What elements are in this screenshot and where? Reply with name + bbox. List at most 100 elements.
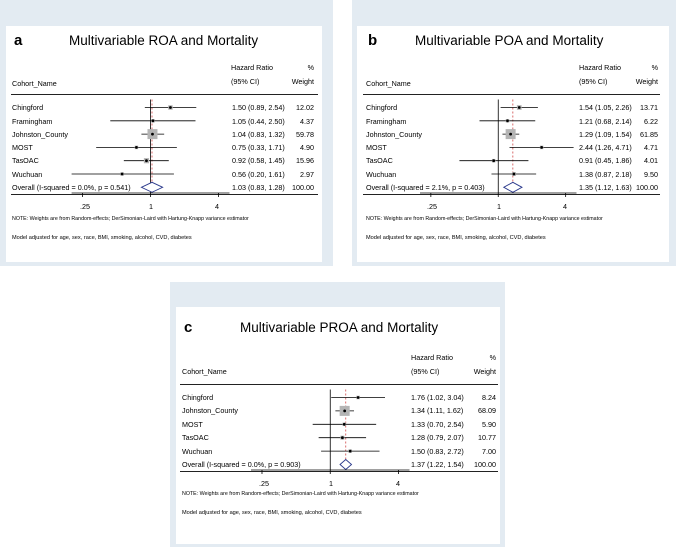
panel-b-header-weight: Weight <box>635 77 658 86</box>
panel-a-footer-rule <box>11 194 318 195</box>
panel-a-model-note: Model adjusted for age, sex, race, BMI, … <box>12 235 192 241</box>
panel-a-row-ci: 1.50 (0.89, 2.54) <box>232 103 285 112</box>
panel-b-overall-ci: 1.35 (1.12, 1.63) <box>579 183 632 192</box>
panel-a-row-ci: 1.05 (0.44, 2.50) <box>232 117 285 126</box>
panel-b-row-label: MOST <box>366 143 387 152</box>
panel-b-title: Multivariable POA and Mortality <box>415 33 604 48</box>
panel-c-row-label: TasOAC <box>182 433 209 442</box>
panel-a-card <box>6 26 322 262</box>
panel-a-header-hr: Hazard Ratio <box>231 63 273 72</box>
panel-a-overall-label: Overall (I-squared = 0.0%, p = 0.541) <box>12 183 131 192</box>
overall-diamond <box>140 181 164 193</box>
panel-b-row-ci: 1.38 (0.87, 2.18) <box>579 170 632 179</box>
panel-c-row-weight: 68.09 <box>478 406 496 415</box>
panel-a-header-weight: Weight <box>291 77 314 86</box>
point-estimate <box>509 132 513 136</box>
panel-a-overall-ci: 1.03 (0.83, 1.28) <box>232 183 285 192</box>
panel-c-row-ci: 1.33 (0.70, 2.54) <box>411 420 464 429</box>
panel-c-title: Multivariable PROA and Mortality <box>240 320 439 335</box>
panel-b-row-weight: 6.22 <box>644 117 658 126</box>
point-estimate <box>151 132 154 136</box>
point-estimate <box>151 119 155 123</box>
panel-b-model-note: Model adjusted for age, sex, race, BMI, … <box>366 235 546 241</box>
panel-a-tick-label: 1 <box>149 202 153 211</box>
panel-b: b Multivariable POA and Mortality Hazard… <box>352 0 676 266</box>
panel-c-overall-weight: 100.00 <box>474 460 496 469</box>
panel-a-tick-label: .25 <box>80 202 90 211</box>
point-estimate <box>348 449 352 453</box>
panel-a-row-label: Wuchuan <box>12 170 43 179</box>
panel-a-row-label: Framingham <box>12 117 53 126</box>
panel-c-tick-label: 1 <box>329 479 333 488</box>
panel-b-row-label: Framingham <box>366 117 407 126</box>
panel-a-forest-plot <box>71 99 230 197</box>
point-estimate <box>145 159 148 163</box>
panel-c-note: NOTE: Weights are from Random-effects; D… <box>182 491 419 497</box>
panel-a-row-label: Johnston_County <box>12 130 68 139</box>
panel-a: a Multivariable ROA and Mortality Hazard… <box>0 0 333 266</box>
panel-c-overall-ci: 1.37 (1.22, 1.54) <box>411 460 464 469</box>
panel-a-header-ci: (95% CI) <box>231 77 260 86</box>
panel-a-row-label: TasOAC <box>12 156 39 165</box>
panel-c-header-weight: Weight <box>473 367 496 376</box>
panel-b-header-study: Cohort_Name <box>366 79 411 88</box>
panel-b-row-weight: 61.85 <box>640 130 658 139</box>
panel-b-row-ci: 1.54 (1.05, 2.26) <box>579 103 632 112</box>
panel-b-tick-label: 1 <box>497 202 501 211</box>
point-estimate <box>492 159 496 163</box>
panel-a-row-ci: 0.56 (0.20, 1.61) <box>232 170 285 179</box>
panel-a-row-weight: 4.90 <box>300 143 314 152</box>
panel-b-tick-label: 4 <box>563 202 567 211</box>
panel-c-row-label: Johnston_County <box>182 406 238 415</box>
panel-b-letter: b <box>368 32 378 49</box>
panel-b-overall-weight: 100.00 <box>636 183 658 192</box>
panel-b-overall-label: Overall (I-squared = 2.1%, p = 0.403) <box>366 183 485 192</box>
panel-c-row-ci: 1.34 (1.11, 1.62) <box>411 406 464 415</box>
panel-c-row-label: Wuchuan <box>182 447 213 456</box>
point-estimate <box>517 106 521 109</box>
panel-b-note: NOTE: Weights are from Random-effects; D… <box>366 216 603 222</box>
panel-a-row-weight: 4.37 <box>300 117 314 126</box>
panel-c-header-hr: Hazard Ratio <box>411 353 453 362</box>
panel-b-row-weight: 13.71 <box>640 103 658 112</box>
panel-b-row-ci: 0.91 (0.45, 1.86) <box>579 156 632 165</box>
panel-b-row-ci: 1.21 (0.68, 2.14) <box>579 117 632 126</box>
panel-c-row-weight: 5.90 <box>482 420 496 429</box>
point-estimate <box>540 146 544 149</box>
panel-c-footer-rule <box>180 471 498 472</box>
point-estimate <box>135 146 138 149</box>
point-estimate <box>120 172 124 176</box>
panel-c-card <box>176 307 500 544</box>
panel-b-forest-plot <box>420 99 577 197</box>
panel-c-row-weight: 7.00 <box>482 447 496 456</box>
panel-b-header-ci: (95% CI) <box>579 77 608 86</box>
panel-b-row-label: Wuchuan <box>366 170 397 179</box>
panel-a-row-ci: 0.75 (0.33, 1.71) <box>232 143 285 152</box>
panel-a-row-ci: 0.92 (0.58, 1.45) <box>232 156 285 165</box>
panel-c-row-ci: 1.28 (0.79, 2.07) <box>411 433 464 442</box>
overall-diamond <box>339 458 353 471</box>
panel-a-letter: a <box>14 32 23 49</box>
point-estimate <box>506 119 509 123</box>
panel-b-row-label: Chingford <box>366 103 398 112</box>
panel-c-header-study: Cohort_Name <box>182 367 227 376</box>
panel-c-row-ci: 1.76 (1.02, 3.04) <box>411 393 464 402</box>
panel-b-row-weight: 9.50 <box>644 170 658 179</box>
point-estimate <box>169 106 172 109</box>
panel-a-row-weight: 12.02 <box>296 103 314 112</box>
panel-b-row-weight: 4.01 <box>644 156 658 165</box>
panel-a-row-weight: 15.96 <box>296 156 314 165</box>
panel-b-row-label: TasOAC <box>366 156 393 165</box>
panel-a-header-pct: % <box>307 63 314 72</box>
point-estimate <box>341 436 344 440</box>
panel-a-note: NOTE: Weights are from Random-effects; D… <box>12 216 249 222</box>
panel-a-row-label: Chingford <box>12 103 44 112</box>
panel-c-tick-label: 4 <box>396 479 400 488</box>
panel-c-letter: c <box>184 319 193 336</box>
panel-b-row-ci: 1.29 (1.09, 1.54) <box>579 130 632 139</box>
panel-b-row-ci: 2.44 (1.26, 4.71) <box>579 143 632 152</box>
panel-c-forest-plot <box>251 389 410 474</box>
panel-c-row-weight: 8.24 <box>482 393 496 402</box>
point-estimate <box>342 422 346 426</box>
panel-c-header-pct: % <box>489 353 496 362</box>
